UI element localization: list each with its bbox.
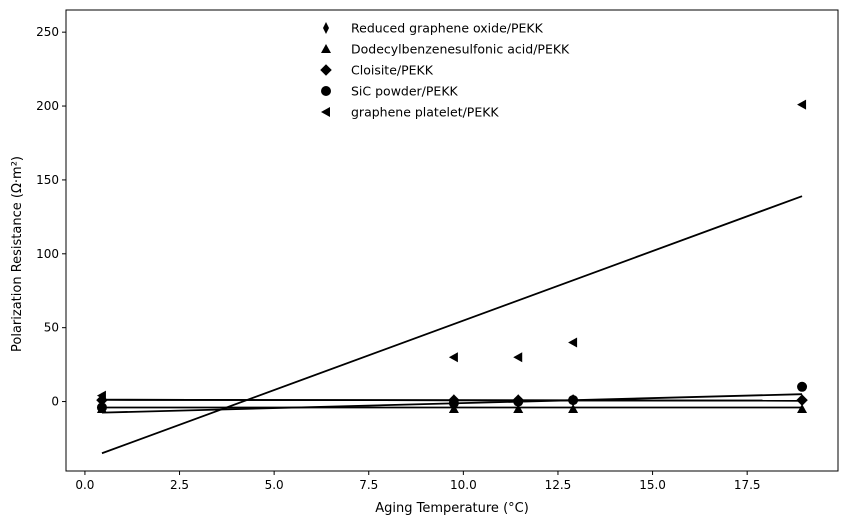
trend-line-graphene-platelet-pekk xyxy=(101,195,803,455)
axes-frame xyxy=(65,9,839,472)
y-tick-label: 150 xyxy=(36,173,59,187)
data-point-dodecylbenzenesulfonic-acid-pekk xyxy=(448,403,459,413)
data-point-graphene-platelet-pekk xyxy=(96,390,106,401)
plot-area xyxy=(96,99,808,455)
y-tick-label: 250 xyxy=(36,25,59,39)
data-point-dodecylbenzenesulfonic-acid-pekk xyxy=(513,403,524,413)
x-tick-label: 0.0 xyxy=(75,478,94,492)
data-point-graphene-platelet-pekk xyxy=(448,352,458,363)
legend-marker-reduced-graphene-oxide-pekk xyxy=(323,22,329,34)
x-tick-label: 15.0 xyxy=(639,478,666,492)
y-axis-label: Polarization Resistance (Ω·m²) xyxy=(10,156,25,352)
data-point-sic-powder-pekk xyxy=(448,398,459,409)
y-tick-label: 100 xyxy=(36,247,59,261)
legend-label-sic-powder-pekk: SiC powder/PEKK xyxy=(351,84,459,99)
x-tick-label: 7.5 xyxy=(359,478,378,492)
legend-label-graphene-platelet-pekk: graphene platelet/PEKK xyxy=(351,105,499,120)
axes: 0.0 2.5 5.0 7.5 10.0 12.5 15.0 17.5 0 50 100 150 200… xyxy=(36,9,839,492)
legend-marker-cloisite-pekk xyxy=(320,64,332,76)
y-tick-label: 0 xyxy=(51,395,59,409)
legend-marker-graphene-platelet-pekk xyxy=(321,107,330,117)
y-tick-label: 50 xyxy=(44,321,59,335)
data-point-graphene-platelet-pekk xyxy=(797,99,807,110)
data-point-graphene-platelet-pekk xyxy=(568,337,578,348)
x-tick-label: 17.5 xyxy=(734,478,761,492)
x-tick-label: 2.5 xyxy=(170,478,189,492)
legend-marker-sic-powder-pekk xyxy=(321,86,331,96)
legend-label-dodecylbenzenesulfonic-acid-pekk: Dodecylbenzenesulfonic acid/PEKK xyxy=(351,42,570,57)
data-point-sic-powder-pekk xyxy=(568,395,579,406)
x-axis-label: Aging Temperature (°C) xyxy=(375,501,529,516)
legend: Reduced graphene oxide/PEKK Dodecylbenzen… xyxy=(320,21,570,120)
x-tick-label: 12.5 xyxy=(545,478,572,492)
legend-marker-dodecylbenzenesulfonic-acid-pekk xyxy=(321,44,331,53)
data-point-sic-powder-pekk xyxy=(797,381,808,392)
x-tick-label: 10.0 xyxy=(450,478,477,492)
data-point-dodecylbenzenesulfonic-acid-pekk xyxy=(797,403,808,413)
legend-label-cloisite-pekk: Cloisite/PEKK xyxy=(351,63,434,78)
y-tick-label: 200 xyxy=(36,99,59,113)
legend-label-reduced-graphene-oxide-pekk: Reduced graphene oxide/PEKK xyxy=(351,21,544,36)
data-point-sic-powder-pekk xyxy=(513,396,524,407)
x-tick-label: 5.0 xyxy=(265,478,284,492)
data-point-graphene-platelet-pekk xyxy=(513,352,523,363)
data-point-dodecylbenzenesulfonic-acid-pekk xyxy=(568,403,579,413)
data-point-cloisite-pekk xyxy=(796,394,808,406)
data-point-sic-powder-pekk xyxy=(96,402,107,413)
